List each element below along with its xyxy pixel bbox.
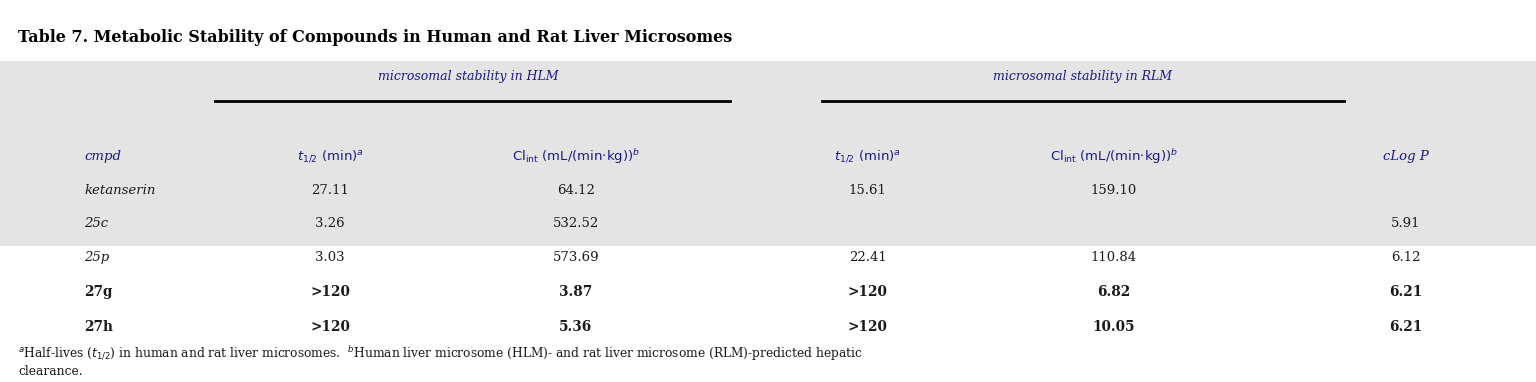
Text: $^{\mathit{a}}$Half-lives ($\mathit{t}_{1/2}$) in human and rat liver microsomes: $^{\mathit{a}}$Half-lives ($\mathit{t}_{… [18,344,863,363]
Text: 27g: 27g [84,285,114,299]
Text: 5.91: 5.91 [1390,217,1421,230]
Text: 6.21: 6.21 [1389,320,1422,333]
Text: 3.87: 3.87 [559,285,593,299]
Text: 22.41: 22.41 [849,251,886,264]
Text: clearance.: clearance. [18,365,83,378]
Text: ketanserin: ketanserin [84,185,155,197]
Text: 6.12: 6.12 [1390,251,1421,264]
Text: 64.12: 64.12 [558,185,594,197]
Text: 15.61: 15.61 [849,185,886,197]
Text: >120: >120 [310,320,350,333]
Text: >120: >120 [848,285,888,299]
Text: 6.82: 6.82 [1097,285,1130,299]
Text: cLog P: cLog P [1382,150,1428,163]
Text: 27h: 27h [84,320,114,333]
Text: 5.36: 5.36 [559,320,593,333]
Text: $\mathit{t}_{1/2}\ \mathrm{(min)}^{\mathit{a}}$: $\mathit{t}_{1/2}\ \mathrm{(min)}^{\math… [834,149,902,165]
Text: Table 7. Metabolic Stability of Compounds in Human and Rat Liver Microsomes: Table 7. Metabolic Stability of Compound… [18,29,733,46]
Text: 6.21: 6.21 [1389,285,1422,299]
Text: 10.05: 10.05 [1092,320,1135,333]
Text: 110.84: 110.84 [1091,251,1137,264]
Text: cmpd: cmpd [84,150,121,163]
Text: 159.10: 159.10 [1091,185,1137,197]
Text: microsomal stability in HLM: microsomal stability in HLM [378,70,559,83]
Text: $\mathrm{Cl_{int}\ (mL/(min{\cdot}kg))^{\mathit{b}}}$: $\mathrm{Cl_{int}\ (mL/(min{\cdot}kg))^{… [1049,147,1178,166]
Text: $\mathrm{Cl_{int}\ (mL/(min{\cdot}kg))^{\mathit{b}}}$: $\mathrm{Cl_{int}\ (mL/(min{\cdot}kg))^{… [511,147,641,166]
Text: 3.03: 3.03 [315,251,346,264]
Bar [0,61,1536,246]
Text: >120: >120 [848,320,888,333]
Text: 532.52: 532.52 [553,217,599,230]
Text: 25c: 25c [84,217,109,230]
Text: 27.11: 27.11 [312,185,349,197]
Text: 573.69: 573.69 [553,251,599,264]
Text: >120: >120 [310,285,350,299]
Text: 3.26: 3.26 [315,217,346,230]
Text: 25p: 25p [84,251,109,264]
Text: $\mathit{t}_{1/2}\ \mathrm{(min)}^{\mathit{a}}$: $\mathit{t}_{1/2}\ \mathrm{(min)}^{\math… [296,149,364,165]
Text: microsomal stability in RLM: microsomal stability in RLM [994,70,1172,83]
